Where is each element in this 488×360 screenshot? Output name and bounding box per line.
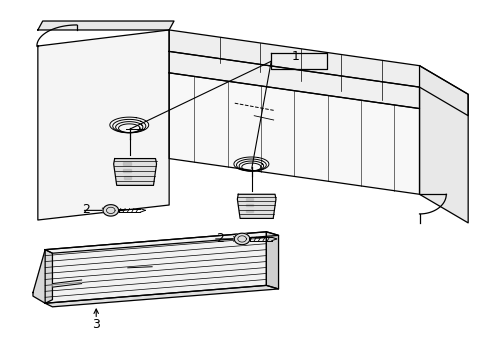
Polygon shape	[38, 30, 169, 220]
Polygon shape	[234, 233, 249, 245]
Text: 2: 2	[82, 203, 90, 216]
Polygon shape	[245, 198, 253, 200]
Polygon shape	[169, 73, 419, 194]
Polygon shape	[52, 280, 81, 287]
Polygon shape	[33, 249, 52, 303]
Polygon shape	[266, 232, 278, 289]
Polygon shape	[45, 232, 278, 253]
Polygon shape	[123, 162, 131, 165]
Polygon shape	[169, 51, 419, 109]
Polygon shape	[123, 169, 131, 172]
Polygon shape	[169, 30, 467, 116]
Polygon shape	[45, 285, 278, 307]
Polygon shape	[38, 21, 174, 30]
Polygon shape	[245, 204, 253, 206]
Text: 2: 2	[216, 233, 224, 246]
Polygon shape	[246, 210, 253, 212]
Polygon shape	[45, 232, 266, 303]
Polygon shape	[103, 204, 118, 216]
Polygon shape	[113, 158, 156, 185]
Polygon shape	[237, 194, 275, 219]
Polygon shape	[123, 176, 131, 179]
Polygon shape	[419, 66, 467, 223]
Text: 1: 1	[291, 50, 299, 63]
Text: 3: 3	[92, 318, 100, 331]
